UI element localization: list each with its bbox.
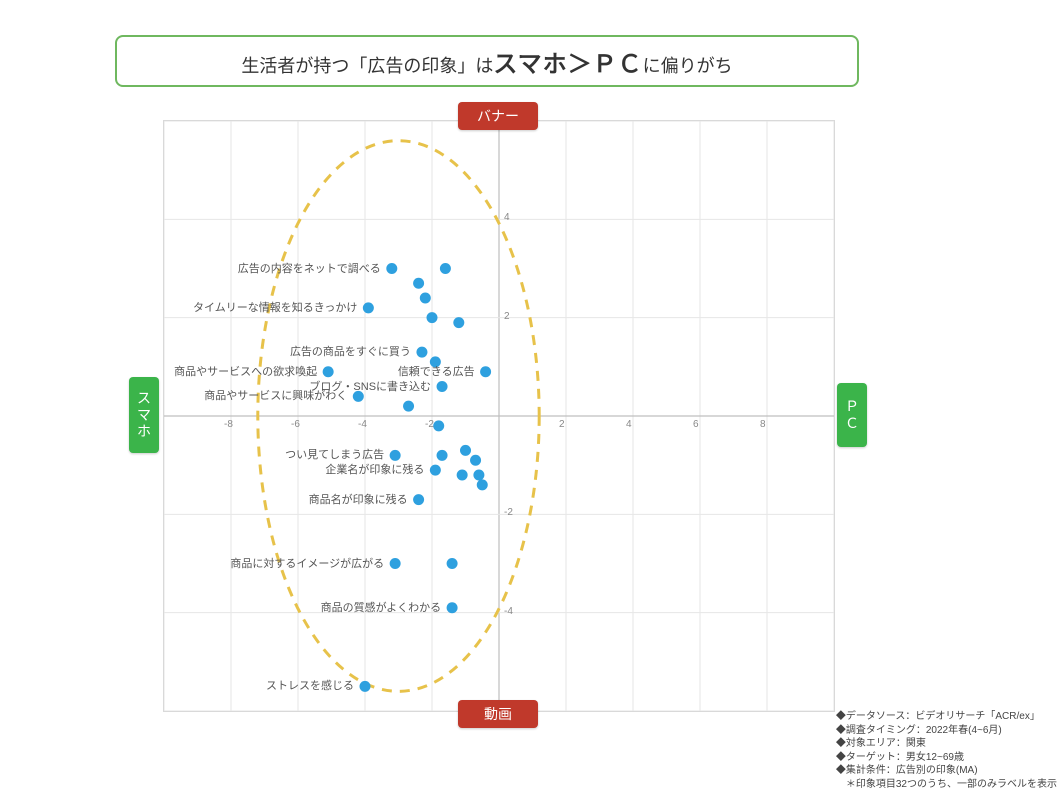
data-point-label: タイムリーな情報を知るきっかけ [193,299,365,315]
axis-badge: スマホ [129,377,159,453]
page-title-box: 生活者が持つ「広告の印象」はスマホ＞ＰＣに偏りがち [115,35,859,87]
x-tick-label: 4 [626,419,632,430]
footnote-line: ◆調査タイミング：2022年春(4~6月) [836,724,1057,738]
x-tick-label: -4 [358,419,367,430]
title-part2: に偏りがち [643,56,733,76]
footnote-line: ◆集計条件：広告別の印象(MA) [836,764,1057,778]
data-point-label: 商品の質感がよくわかる [321,599,449,615]
axis-badge: バナー [458,102,538,130]
x-tick-label: 2 [559,419,565,430]
x-tick-label: -8 [224,419,233,430]
data-point-label: ストレスを感じる [266,677,362,693]
y-tick-label: 4 [504,212,510,223]
data-point [413,278,424,289]
y-tick-label: -2 [504,507,513,518]
title-emphasis: スマホ＞ＰＣ [493,51,642,78]
data-point [447,558,458,569]
data-point [473,470,484,481]
footnote-line: ◆データソース：ビデオリサーチ「ACR/ex」 [836,710,1057,724]
data-point [477,479,488,490]
page-title: 生活者が持つ「広告の印象」はスマホ＞ＰＣに偏りがち [241,44,732,79]
y-tick-label: -4 [504,606,513,617]
data-point [427,312,438,323]
data-point [457,470,468,481]
data-point-label: 広告の商品をすぐに買う [290,343,419,359]
footnote-line: ◆ターゲット：男女12~69歳 [836,751,1057,765]
data-point-label: 商品やサービスへの欲求喚起 [174,363,325,379]
data-point [470,455,481,466]
data-point [460,445,471,456]
chart-footnotes: ◆データソース：ビデオリサーチ「ACR/ex」◆調査タイミング：2022年春(4… [836,710,1057,791]
data-point-label: 企業名が印象に残る [325,461,432,477]
data-point-label: 信頼できる広告 [398,363,483,379]
footnote-line: ◆対象エリア：関東 [836,737,1057,751]
axis-badge: ＰＣ [837,383,867,447]
data-point-label: 広告の内容をネットで調べる [238,260,389,276]
footnote-line: ＊印象項目32つのうち、一部のみラベルを表示 [836,778,1057,792]
x-tick-label: 6 [693,419,699,430]
x-tick-label: 8 [760,419,766,430]
x-tick-label: -2 [425,419,434,430]
page-root: 生活者が持つ「広告の印象」はスマホ＞ＰＣに偏りがち -8 -6 -4 -2 2 4 6 8 -4… [0,0,1063,797]
data-point [420,293,431,304]
data-point-label: 商品名が印象に残る [309,491,416,507]
axis-badge: 動画 [458,700,538,728]
data-point-label: 商品やサービスに興味がわく [204,387,355,403]
title-part1: 生活者が持つ「広告の印象」は [241,56,493,76]
data-point [433,420,444,431]
data-point-label: つい見てしまう広告 [285,446,392,462]
y-tick-label: 2 [504,311,510,322]
data-point [453,317,464,328]
data-point [437,450,448,461]
data-point [403,401,414,412]
data-point [440,263,451,274]
x-tick-label: -6 [291,419,300,430]
chart-svg [163,120,835,712]
data-point-label: 商品に対するイメージが広がる [230,555,392,571]
scatter-chart: -8 -6 -4 -2 2 4 6 8 -4 -2 2 4 広告の内容をネットで調べるタイムリーな情報を… [163,120,833,710]
